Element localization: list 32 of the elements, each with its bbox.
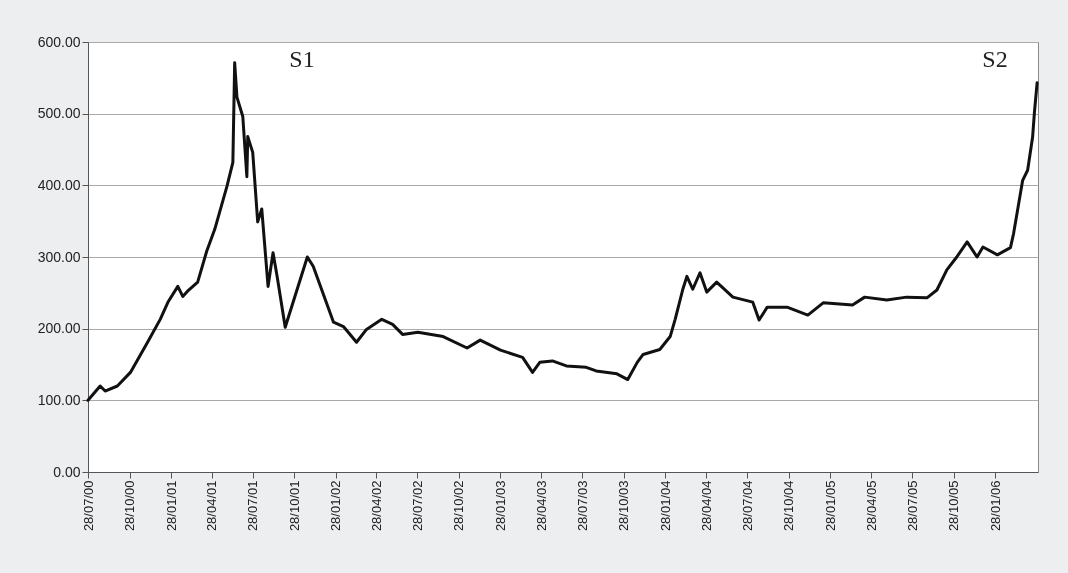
x-tick-label: 28/04/05 bbox=[863, 480, 879, 532]
x-tick-label: 28/10/04 bbox=[781, 480, 797, 532]
x-tick-label: 28/07/04 bbox=[739, 480, 755, 532]
y-tick-label: 400.00 bbox=[37, 176, 81, 193]
x-tick-label: 28/01/03 bbox=[492, 480, 508, 532]
annotation: S1 bbox=[289, 46, 315, 72]
x-tick-label: 28/01/04 bbox=[657, 480, 673, 532]
annotation: S2 bbox=[982, 46, 1008, 72]
x-tick-label: 28/07/05 bbox=[904, 480, 920, 532]
x-tick-label: 28/07/00 bbox=[80, 480, 96, 532]
x-tick-label: 28/04/04 bbox=[698, 480, 714, 532]
y-tick-label: 0.00 bbox=[53, 463, 81, 480]
x-tick-label: 28/01/05 bbox=[822, 480, 838, 532]
x-tick-label: 28/10/02 bbox=[451, 480, 467, 532]
y-tick-label: 100.00 bbox=[37, 391, 81, 408]
x-tick-label: 28/10/03 bbox=[616, 480, 632, 532]
x-tick-label: 28/10/00 bbox=[122, 480, 138, 532]
x-tick-label: 28/04/02 bbox=[368, 480, 384, 532]
y-tick-label: 200.00 bbox=[37, 320, 81, 337]
x-tick-label: 28/10/05 bbox=[946, 480, 962, 532]
x-tick-label: 28/07/01 bbox=[245, 480, 261, 532]
y-tick-label: 500.00 bbox=[37, 105, 81, 122]
y-tick-label: 600.00 bbox=[37, 33, 81, 50]
x-tick-label: 28/04/01 bbox=[204, 480, 220, 532]
x-tick-label: 28/07/02 bbox=[409, 480, 425, 532]
x-tick-label: 28/01/01 bbox=[163, 480, 179, 532]
y-tick-label: 300.00 bbox=[37, 248, 81, 265]
x-tick-label: 28/01/06 bbox=[987, 480, 1003, 532]
x-tick-label: 28/07/03 bbox=[574, 480, 590, 532]
x-tick-label: 28/04/03 bbox=[533, 480, 549, 532]
x-tick-label: 28/10/01 bbox=[286, 480, 302, 532]
x-tick-label: 28/01/02 bbox=[328, 480, 344, 532]
